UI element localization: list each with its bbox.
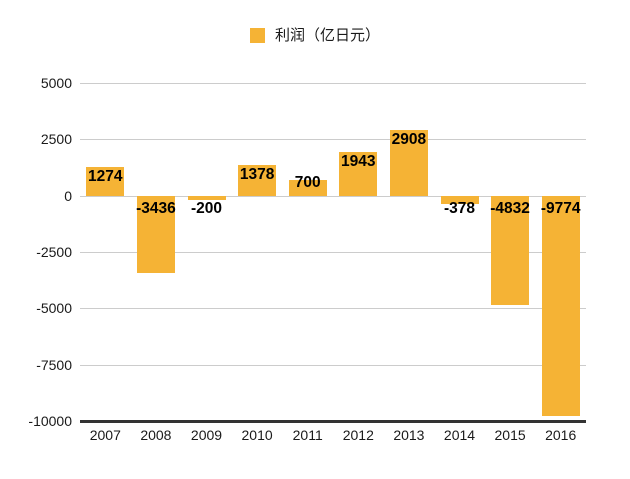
- bar-value-label: 700: [294, 173, 321, 191]
- bar: [491, 195, 530, 305]
- y-tick-label: 0: [64, 187, 72, 204]
- bar-value-label: -200: [190, 199, 223, 217]
- legend-swatch-icon: [249, 28, 265, 43]
- bar: [541, 195, 580, 416]
- bar-value-label: -3436: [136, 199, 176, 217]
- gridline: [80, 83, 586, 84]
- y-tick-label: -7500: [36, 356, 72, 373]
- x-tick-label: 2008: [140, 427, 172, 443]
- x-tick-label: 2015: [494, 427, 526, 443]
- bar-value-label: 1943: [341, 152, 376, 170]
- bar: [136, 195, 175, 274]
- x-tick-label: 2014: [443, 427, 476, 443]
- x-tick-label: 2016: [545, 427, 577, 443]
- x-tick-label: 2007: [89, 427, 121, 443]
- gridline: [80, 139, 586, 141]
- bar-value-label: -9774: [540, 199, 581, 217]
- bar: [339, 151, 378, 196]
- gridline: [80, 364, 586, 366]
- y-tick-label: -5000: [36, 300, 72, 317]
- legend: 利润（亿日元）: [0, 27, 630, 44]
- bar-value-label: -4832: [490, 199, 530, 217]
- bar-value-label: -378: [443, 199, 476, 217]
- bar: [86, 166, 125, 196]
- y-tick-label: -2500: [36, 244, 72, 260]
- bar: [389, 130, 428, 196]
- bar: [238, 164, 277, 196]
- x-tick-label: 2012: [342, 427, 374, 443]
- x-axis-line: [80, 419, 586, 423]
- x-tick-label: 2011: [292, 427, 323, 443]
- legend-label: 利润（亿日元）: [274, 27, 380, 44]
- bar: [187, 195, 226, 201]
- y-tick-label: -10000: [28, 413, 72, 429]
- bar: [288, 179, 327, 196]
- gridline: [80, 308, 586, 310]
- bar: [440, 195, 479, 205]
- gridline: [80, 195, 586, 197]
- gridline: [80, 252, 586, 253]
- x-tick-label: 2009: [190, 427, 223, 443]
- bar-value-label: 1274: [88, 167, 123, 185]
- y-tick-label: 5000: [40, 75, 72, 91]
- bar-value-label: 1378: [239, 165, 275, 183]
- x-tick-label: 2013: [393, 427, 425, 443]
- y-tick-label: 2500: [40, 131, 72, 148]
- x-tick-label: 2010: [241, 427, 273, 443]
- bar-value-label: 2908: [391, 131, 427, 149]
